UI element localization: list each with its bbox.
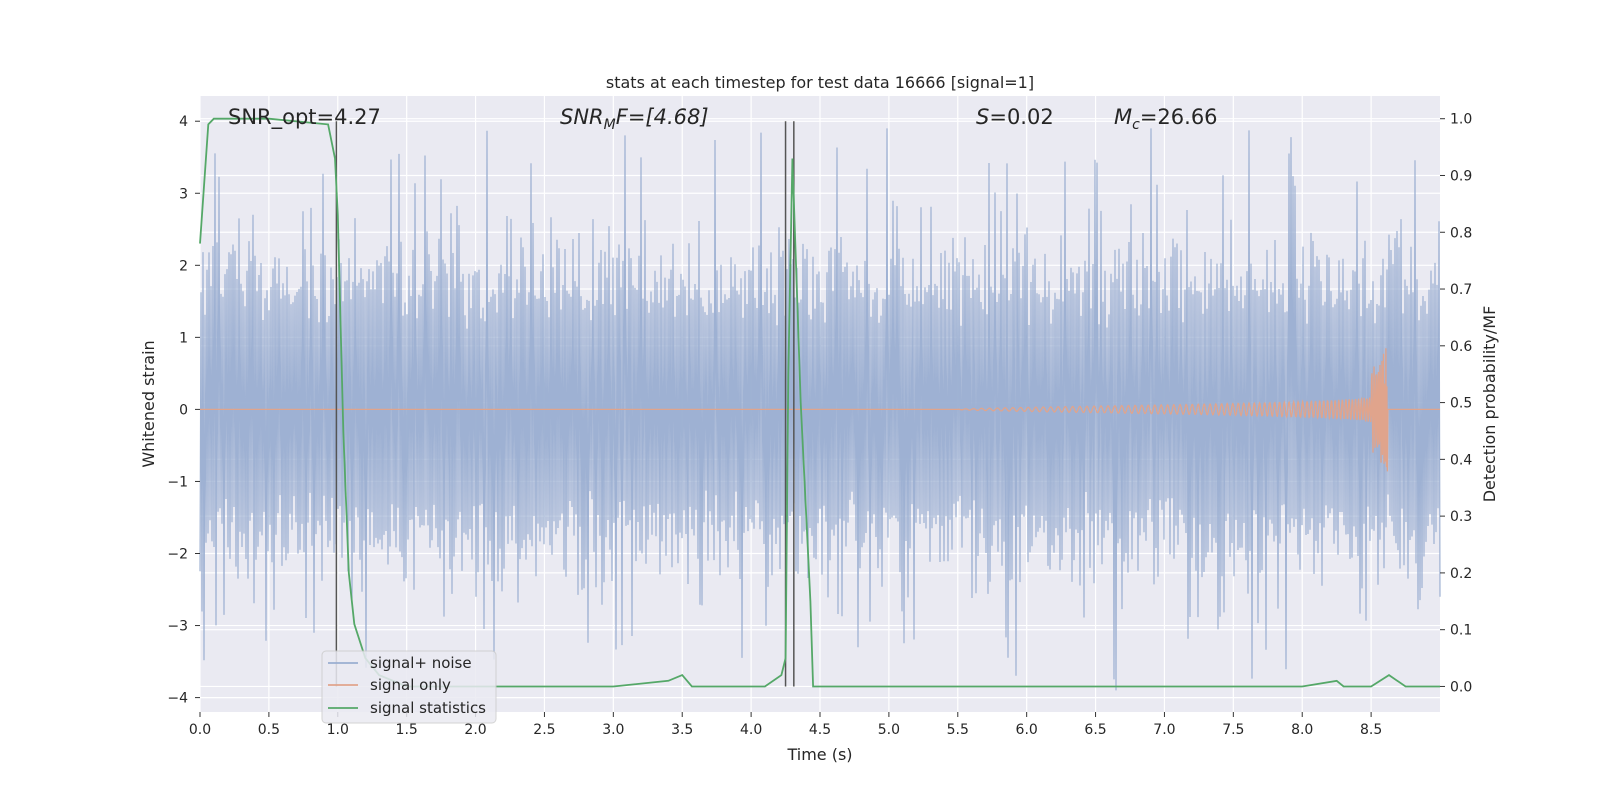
- x-tick-label: 6.5: [1084, 722, 1106, 738]
- annotation-snr-opt: SNR_opt=4.27: [228, 105, 381, 130]
- series-layer: [199, 117, 1441, 691]
- y-tick-label: −4: [167, 691, 188, 707]
- y-tick-label: 3: [179, 186, 188, 202]
- y-tick-label: 0: [179, 402, 188, 418]
- y-right-tick-label: 0.8: [1450, 225, 1472, 241]
- y-right-tick-label: 0.3: [1450, 509, 1472, 525]
- mc-main: M: [1114, 105, 1132, 129]
- x-tick-label: 8.5: [1360, 722, 1382, 738]
- y-tick-label: 2: [179, 258, 188, 274]
- x-tick-label: 3.0: [602, 722, 624, 738]
- y-right-tick-label: 0.7: [1450, 282, 1472, 298]
- legend: signal+ noise signal only signal statist…: [321, 650, 497, 724]
- annotation-snr-mf: SNRMF=[4.68]: [560, 105, 709, 133]
- snr-mf-after: F=[4.68]: [616, 105, 709, 129]
- y-right-tick-labels: 0.0 0.1 0.2 0.3 0.4 0.5 0.6 0.7 0.8 0.9 1.0: [1440, 112, 1472, 695]
- annotation-mc: Mc=26.66: [1114, 105, 1218, 133]
- x-tick-label: 7.5: [1222, 722, 1244, 738]
- legend-box: [321, 650, 497, 724]
- y-right-tick-label: 0.9: [1450, 168, 1472, 184]
- s-after: =0.02: [989, 105, 1053, 129]
- series-signal-statistics: [199, 117, 1440, 688]
- x-tick-label: 2.0: [464, 722, 486, 738]
- x-tick-labels: 0.0 0.5 1.0 1.5 2.0 2.5 3.0 3.5 4.0 4.5 5.0 5.5 6.0 6…: [189, 712, 1382, 738]
- y-right-tick-label: 0.2: [1450, 566, 1472, 582]
- y-tick-label: −2: [167, 546, 188, 562]
- y-right-tick-label: 1.0: [1450, 112, 1472, 128]
- legend-label-signal-noise: signal+ noise: [370, 654, 472, 672]
- series-signal-noise: [199, 128, 1441, 691]
- x-tick-label: 4.0: [740, 722, 762, 738]
- y-tick-labels: −4 −3 −2 −1 0 1 2 3 4: [167, 114, 200, 707]
- mc-sub: c: [1132, 117, 1140, 133]
- x-tick-label: 0.0: [189, 722, 211, 738]
- x-tick-label: 2.5: [533, 722, 555, 738]
- y-axis-label: Whitened strain: [139, 340, 158, 467]
- y-right-axis-label: Detection probability/MF: [1480, 306, 1499, 503]
- annotation-s: S=0.02: [976, 105, 1054, 129]
- x-tick-label: 6.0: [1016, 722, 1038, 738]
- annotations: SNR_opt=4.27 SNRMF=[4.68] S=0.02 Mc=26.6…: [228, 105, 1218, 133]
- x-tick-label: 1.5: [396, 722, 418, 738]
- y-right-tick-label: 0.5: [1450, 396, 1472, 412]
- y-tick-label: −3: [167, 619, 188, 635]
- y-tick-label: 4: [179, 114, 188, 130]
- x-tick-label: 4.5: [809, 722, 831, 738]
- y-tick-label: −1: [167, 474, 188, 490]
- series-signal-only: [200, 348, 1440, 472]
- x-tick-label: 1.0: [327, 722, 349, 738]
- y-right-tick-label: 0.1: [1450, 623, 1472, 639]
- snr-mf-sub: M: [604, 117, 616, 133]
- legend-label-signal-statistics: signal statistics: [370, 699, 486, 717]
- x-tick-label: 5.5: [947, 722, 969, 738]
- y-right-tick-label: 0.4: [1450, 452, 1472, 468]
- y-right-tick-label: 0.6: [1450, 339, 1472, 355]
- chart-title: stats at each timestep for test data 166…: [606, 73, 1034, 92]
- x-axis-label: Time (s): [786, 745, 852, 764]
- x-tick-label: 0.5: [258, 722, 280, 738]
- x-tick-label: 3.5: [671, 722, 693, 738]
- mc-after: =26.66: [1140, 105, 1218, 129]
- y-right-tick-label: 0.0: [1450, 679, 1472, 695]
- x-tick-label: 5.0: [878, 722, 900, 738]
- y-tick-label: 1: [179, 330, 188, 346]
- x-tick-label: 8.0: [1291, 722, 1313, 738]
- snr-mf-main: SNR: [560, 105, 604, 129]
- legend-label-signal-only: signal only: [370, 676, 451, 694]
- x-tick-label: 7.0: [1153, 722, 1175, 738]
- s-main: S: [976, 105, 989, 129]
